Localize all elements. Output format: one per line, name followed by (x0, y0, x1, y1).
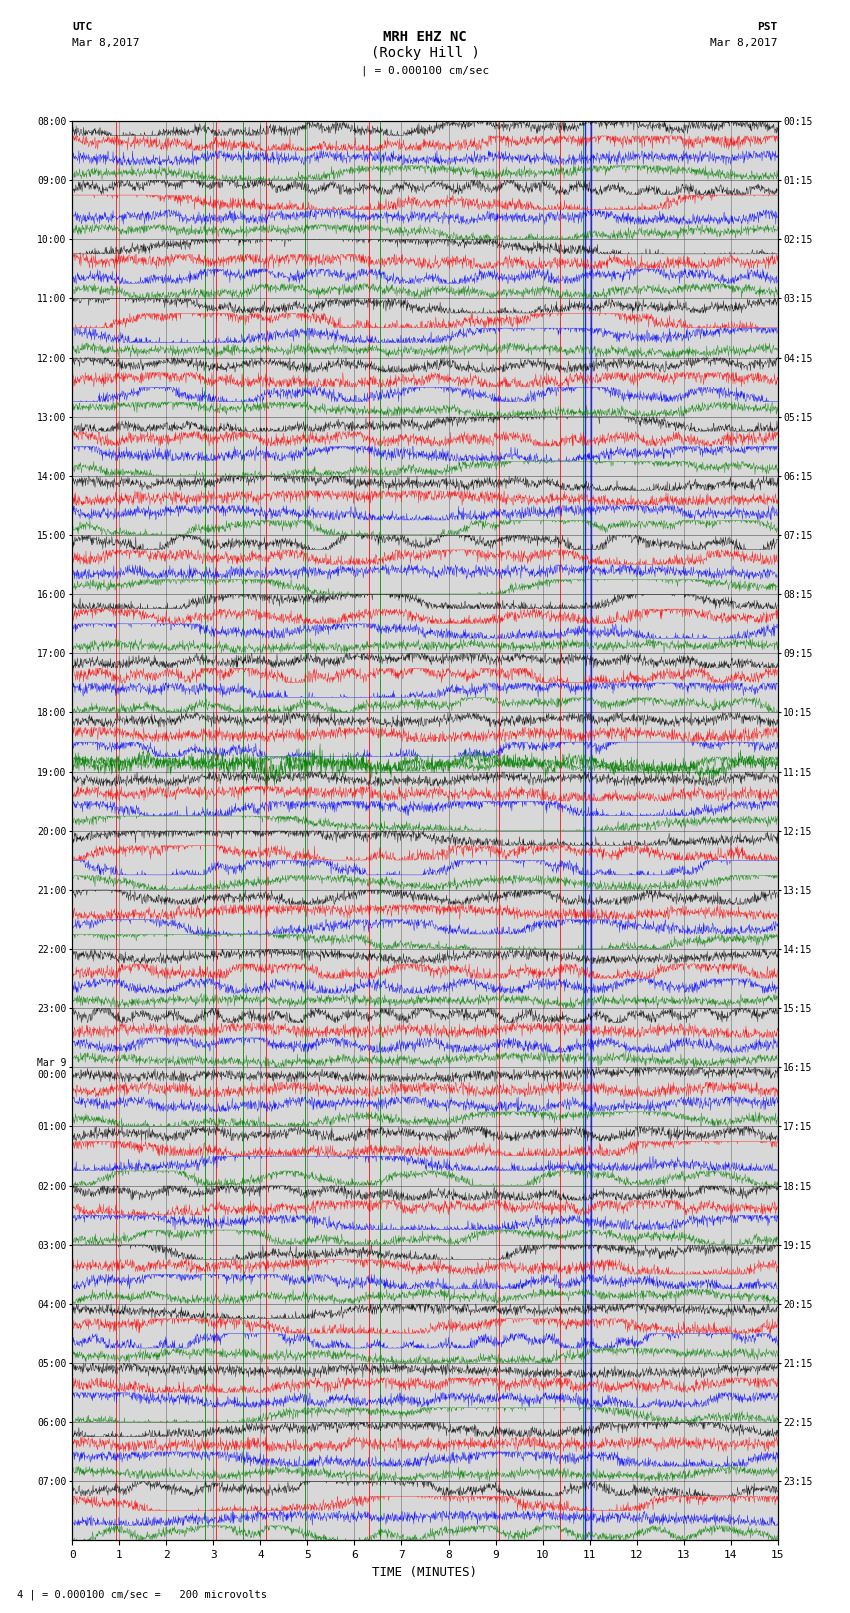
Text: PST: PST (757, 23, 778, 32)
X-axis label: TIME (MINUTES): TIME (MINUTES) (372, 1566, 478, 1579)
Text: 4 | = 0.000100 cm/sec =   200 microvolts: 4 | = 0.000100 cm/sec = 200 microvolts (17, 1589, 267, 1600)
Text: Mar 8,2017: Mar 8,2017 (72, 39, 139, 48)
Text: MRH EHZ NC: MRH EHZ NC (383, 29, 467, 44)
Text: | = 0.000100 cm/sec: | = 0.000100 cm/sec (361, 65, 489, 76)
Text: UTC: UTC (72, 23, 93, 32)
Text: (Rocky Hill ): (Rocky Hill ) (371, 45, 479, 60)
Text: Mar 8,2017: Mar 8,2017 (711, 39, 778, 48)
